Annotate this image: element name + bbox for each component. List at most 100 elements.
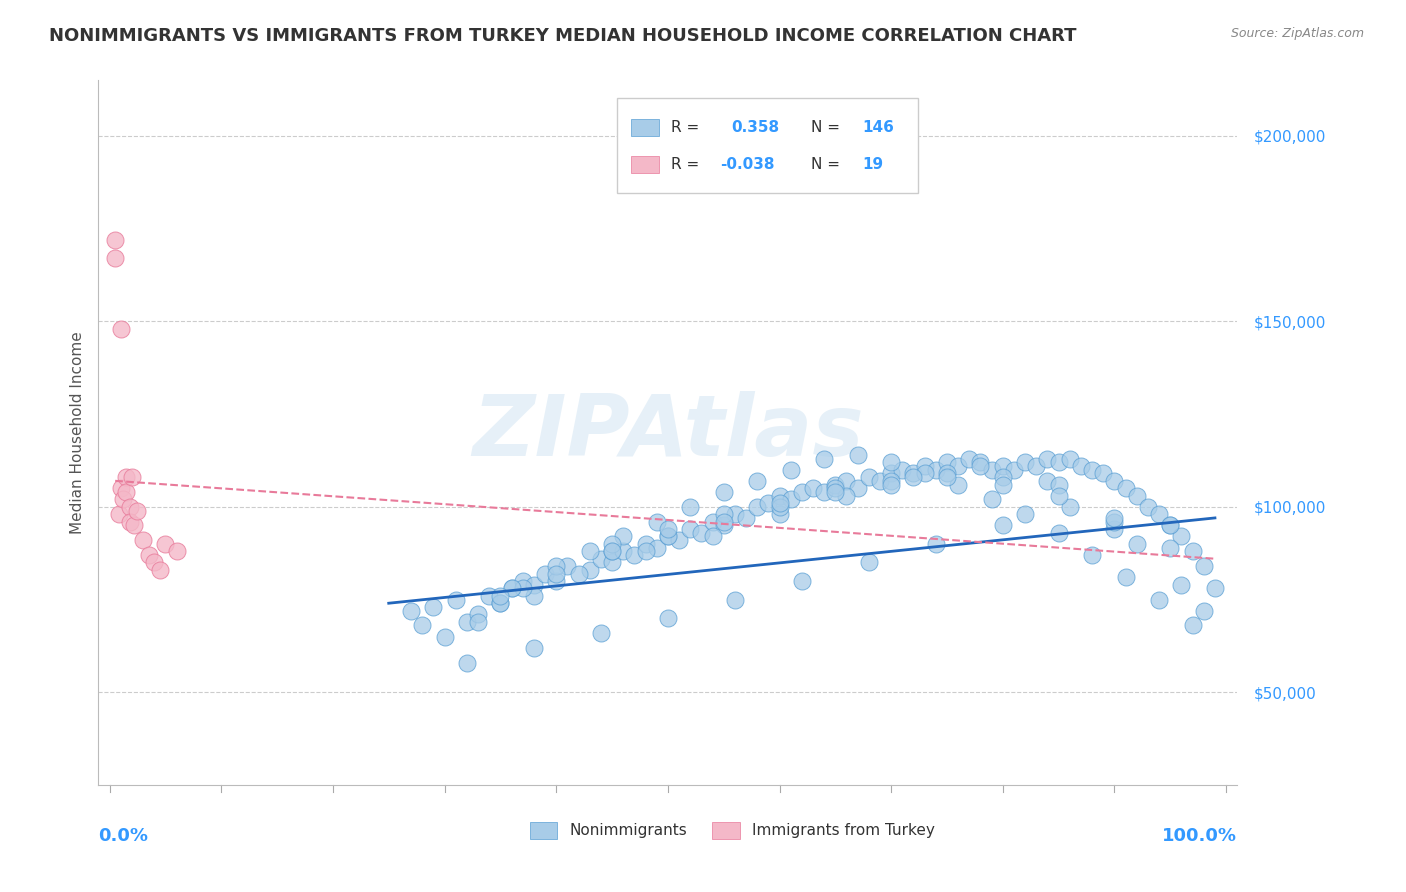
Point: [1104, 474, 1126, 488]
Text: 0.358: 0.358: [731, 120, 780, 135]
Point: [1159, 518, 1181, 533]
Point: [1136, 500, 1159, 514]
Point: [657, 529, 679, 543]
Point: [600, 544, 623, 558]
Point: [1047, 455, 1070, 469]
Point: [467, 607, 489, 622]
Point: [1081, 548, 1104, 562]
Point: [779, 492, 801, 507]
Point: [512, 582, 534, 596]
Point: [1181, 618, 1204, 632]
Point: [1170, 577, 1192, 591]
Point: [600, 537, 623, 551]
Point: [702, 515, 724, 529]
Point: [634, 544, 657, 558]
Point: [1181, 544, 1204, 558]
Text: R =: R =: [671, 120, 700, 135]
Point: [801, 481, 824, 495]
Point: [880, 467, 903, 481]
Point: [925, 537, 948, 551]
Point: [523, 589, 546, 603]
Point: [880, 455, 903, 469]
Point: [1192, 604, 1215, 618]
Point: [1047, 489, 1070, 503]
Point: [1159, 541, 1181, 555]
Point: [980, 492, 1002, 507]
Point: [713, 485, 735, 500]
Point: [969, 458, 991, 473]
Text: R =: R =: [671, 157, 700, 172]
Point: [1059, 451, 1081, 466]
Point: [858, 470, 880, 484]
Point: [914, 467, 936, 481]
Point: [1104, 515, 1126, 529]
Point: [756, 496, 779, 510]
Point: [138, 548, 160, 562]
Point: [779, 463, 801, 477]
Point: [657, 611, 679, 625]
Point: [969, 455, 991, 469]
Point: [149, 563, 172, 577]
Point: [110, 322, 132, 336]
Point: [690, 525, 713, 540]
Point: [1204, 582, 1226, 596]
Point: [110, 481, 132, 495]
Point: [422, 599, 444, 614]
Point: [768, 496, 790, 510]
Point: [155, 537, 177, 551]
Point: [1115, 481, 1137, 495]
Point: [1104, 511, 1126, 525]
Point: [880, 477, 903, 491]
Point: [612, 529, 634, 543]
Text: Immigrants from Turkey: Immigrants from Turkey: [752, 823, 935, 838]
Point: [925, 463, 948, 477]
Point: [1036, 474, 1059, 488]
Text: 19: 19: [863, 157, 884, 172]
Point: [612, 544, 634, 558]
Point: [1025, 458, 1047, 473]
Point: [1126, 489, 1149, 503]
Point: [512, 574, 534, 588]
Point: [790, 485, 813, 500]
Point: [132, 533, 155, 548]
Point: [433, 630, 456, 644]
Point: [600, 544, 623, 558]
Point: [957, 451, 980, 466]
FancyBboxPatch shape: [631, 119, 659, 136]
Point: [891, 463, 914, 477]
Point: [489, 596, 512, 610]
Point: [679, 522, 702, 536]
Point: [858, 556, 880, 570]
Point: [790, 574, 813, 588]
Point: [115, 485, 138, 500]
Point: [768, 489, 790, 503]
Point: [980, 463, 1002, 477]
Point: [478, 589, 501, 603]
Point: [1002, 463, 1025, 477]
Point: [546, 559, 568, 574]
Point: [567, 566, 589, 581]
Point: [813, 451, 835, 466]
Point: [657, 529, 679, 543]
Point: [118, 500, 141, 514]
Point: [456, 656, 478, 670]
Point: [489, 596, 512, 610]
Point: [399, 604, 422, 618]
Point: [824, 485, 846, 500]
Text: Source: ZipAtlas.com: Source: ZipAtlas.com: [1230, 27, 1364, 40]
FancyBboxPatch shape: [530, 822, 557, 839]
Point: [1092, 467, 1115, 481]
Point: [747, 474, 769, 488]
Point: [444, 592, 467, 607]
Point: [702, 529, 724, 543]
Point: [1170, 529, 1192, 543]
Point: [111, 492, 134, 507]
Point: [127, 503, 149, 517]
Text: 100.0%: 100.0%: [1163, 827, 1237, 846]
Point: [166, 544, 188, 558]
Point: [1126, 537, 1149, 551]
Y-axis label: Median Household Income: Median Household Income: [69, 331, 84, 534]
Point: [118, 515, 141, 529]
Point: [713, 515, 735, 529]
Point: [724, 507, 747, 521]
